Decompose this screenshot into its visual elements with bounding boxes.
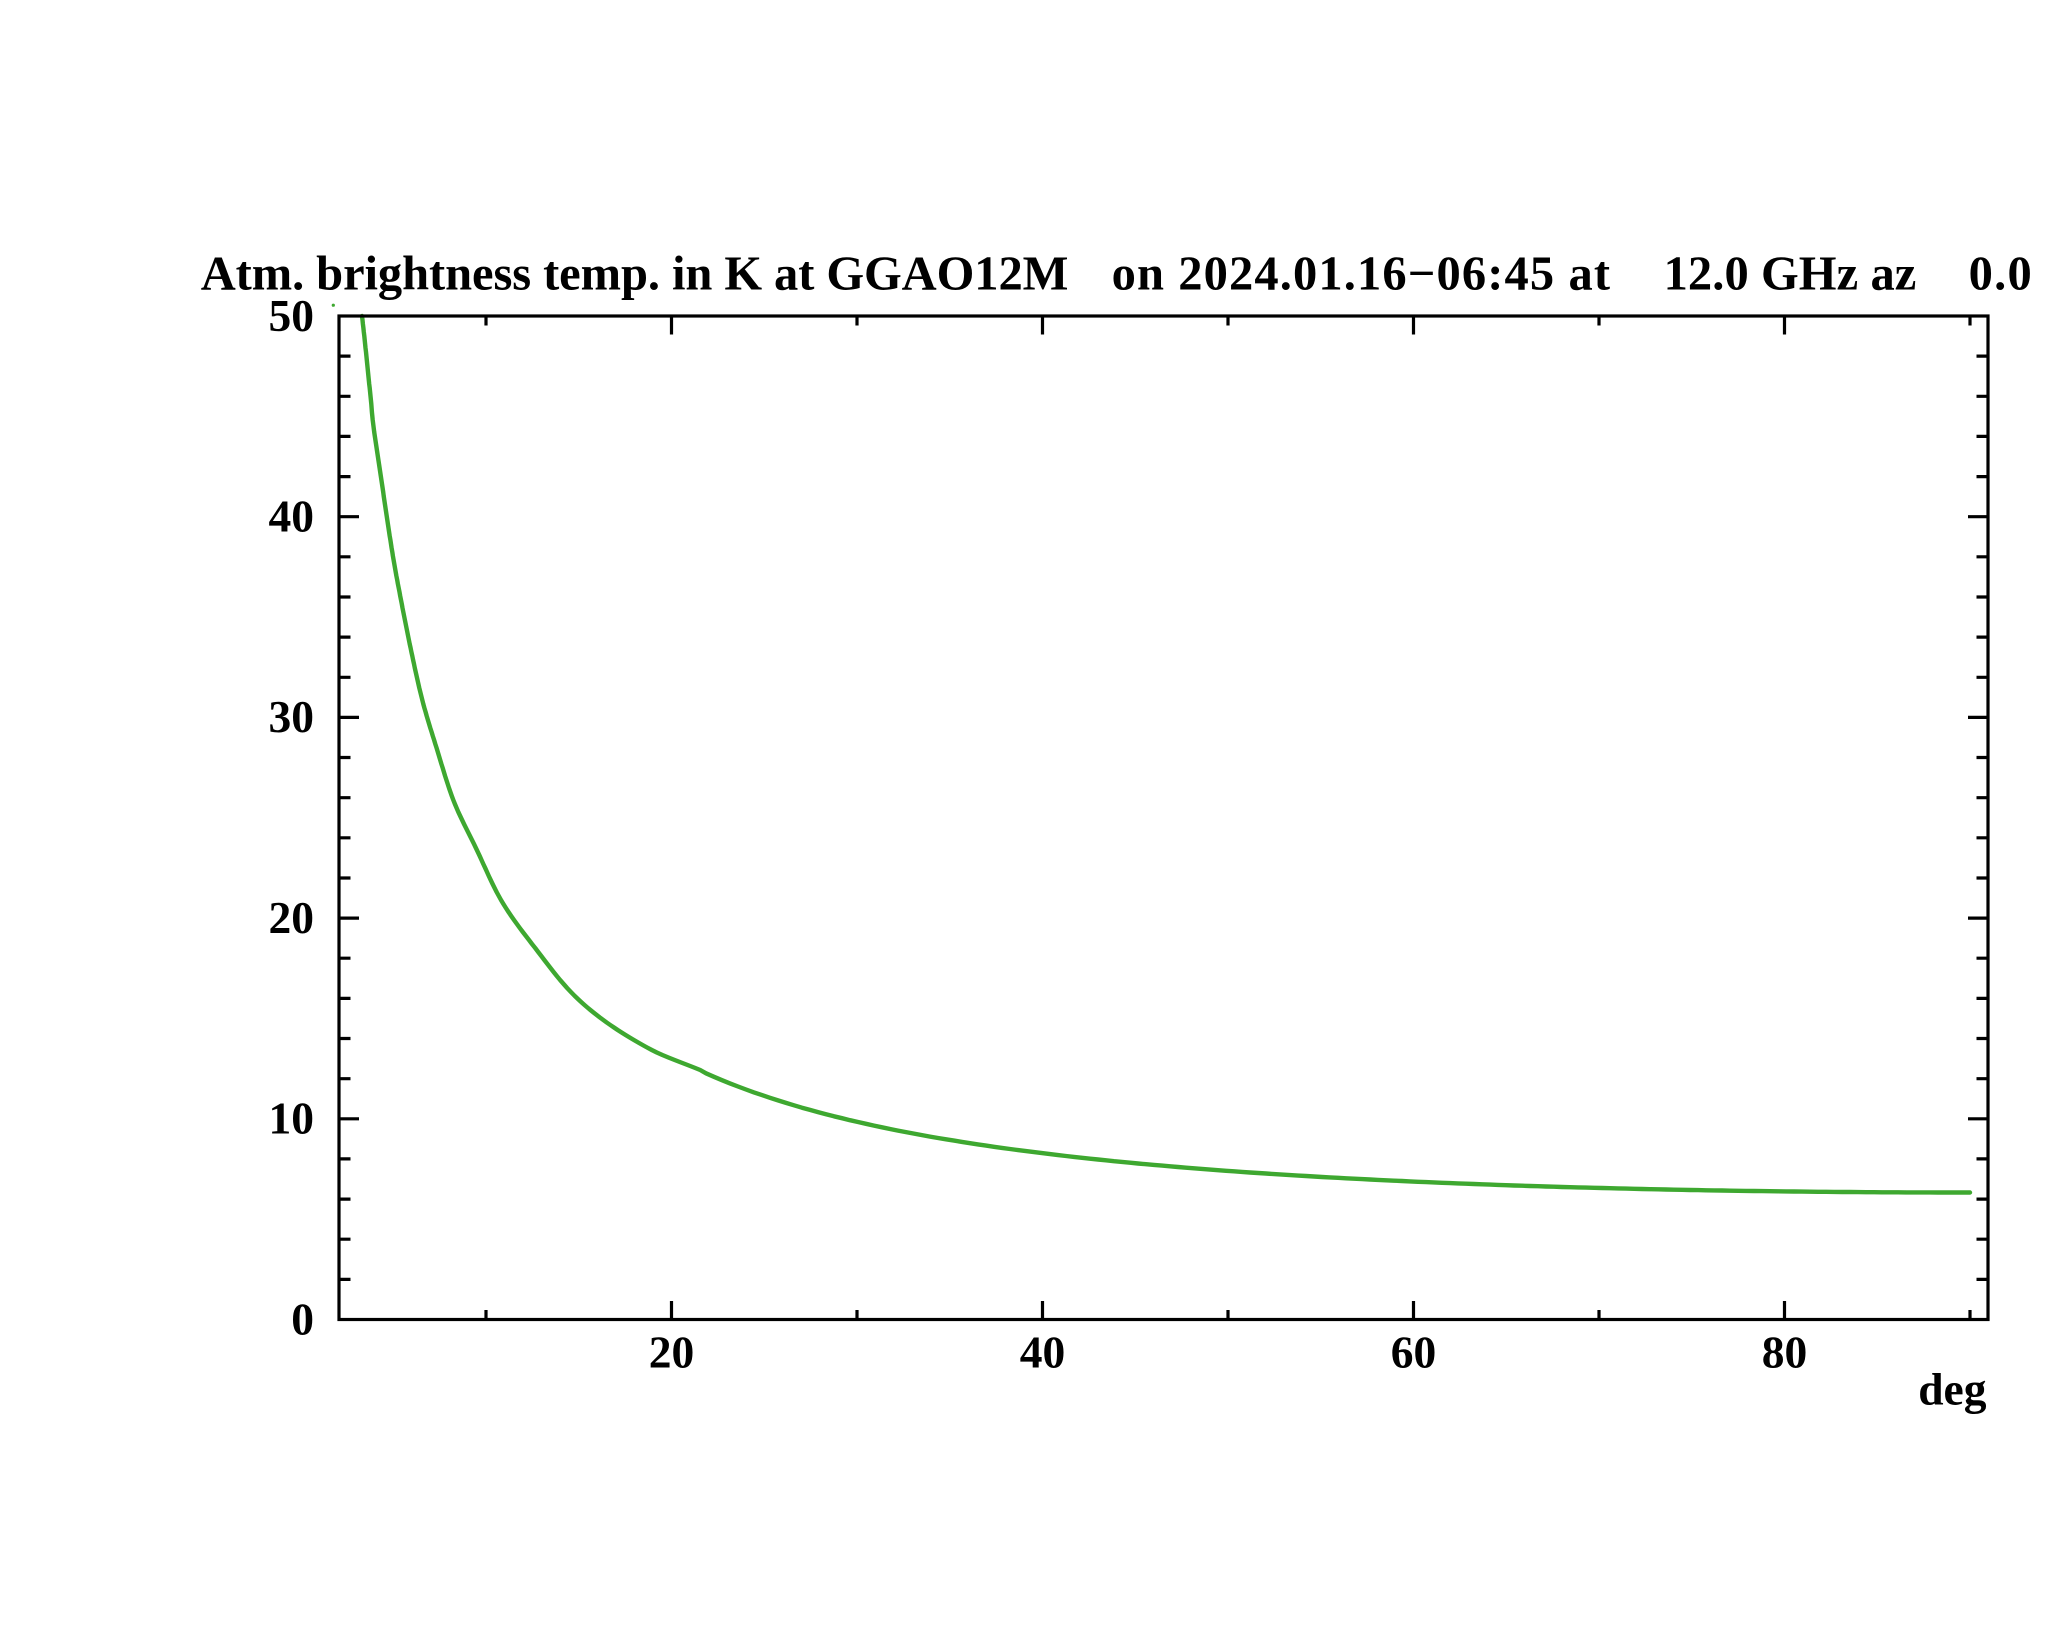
- svg-text:80: 80: [1762, 1327, 1808, 1378]
- svg-text:10: 10: [269, 1093, 315, 1144]
- svg-text:0: 0: [291, 1293, 314, 1344]
- svg-text:20: 20: [269, 892, 315, 943]
- svg-text:Atm. brightness temp. in K at: Atm. brightness temp. in K at GGAO12M: [201, 248, 1069, 301]
- svg-text:40: 40: [1020, 1327, 1066, 1378]
- svg-text:0.0: 0.0: [1969, 248, 2032, 301]
- svg-text:50: 50: [269, 290, 315, 341]
- svg-text:deg: deg: [1918, 1364, 1987, 1415]
- svg-text:60: 60: [1391, 1327, 1437, 1378]
- svg-text:40: 40: [269, 491, 315, 542]
- svg-text:30: 30: [269, 691, 315, 742]
- svg-text:12.0 GHz az: 12.0 GHz az: [1664, 248, 1917, 301]
- svg-text:on 2024.01.16−06:45 at: on 2024.01.16−06:45 at: [1112, 248, 1610, 301]
- svg-text:20: 20: [649, 1327, 695, 1378]
